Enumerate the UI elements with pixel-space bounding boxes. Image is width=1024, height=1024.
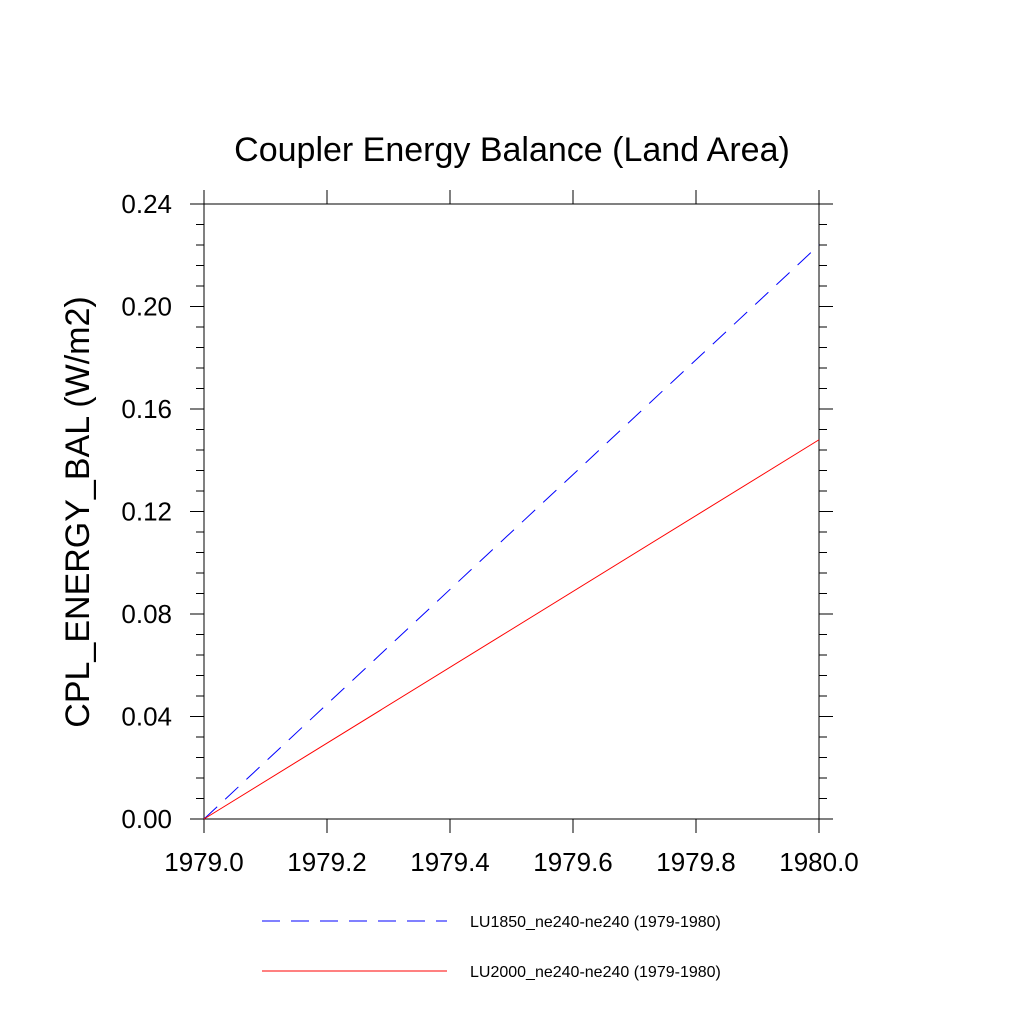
y-tick-label: 0.20: [121, 292, 172, 322]
x-tick-label: 1979.2: [287, 847, 367, 877]
legend-label-1: LU1850_ne240-ne240 (1979-1980): [470, 914, 721, 931]
x-tick-label: 1979.8: [656, 847, 736, 877]
series-lines: [203, 244, 820, 820]
y-tick-label: 0.24: [121, 189, 172, 219]
y-tick-label: 0.04: [121, 702, 172, 732]
axis-ticks: [190, 190, 833, 833]
series-line-1: [203, 244, 820, 820]
series-line-2: [203, 439, 820, 820]
tick-labels: 1979.0 1979.2 1979.4 1979.6 1979.8 1980.0 0.00…: [121, 189, 858, 877]
y-axis-label: CPL_ENERGY_BAL (W/m2): [59, 296, 97, 727]
plot-frame: [203, 203, 820, 820]
x-tick-label: 1979.4: [410, 847, 490, 877]
y-tick-label: 0.12: [121, 497, 172, 527]
x-tick-label: 1979.6: [533, 847, 613, 877]
legend: LU1850_ne240-ne240 (1979-1980) LU2000_ne2…: [262, 914, 721, 981]
x-tick-label: 1979.0: [164, 847, 244, 877]
y-tick-label: 0.16: [121, 394, 172, 424]
x-tick-label: 1980.0: [779, 847, 859, 877]
chart-title: Coupler Energy Balance (Land Area): [234, 131, 790, 169]
legend-label-2: LU2000_ne240-ne240 (1979-1980): [470, 964, 721, 981]
y-tick-label: 0.00: [121, 804, 172, 834]
y-tick-label: 0.08: [121, 599, 172, 629]
